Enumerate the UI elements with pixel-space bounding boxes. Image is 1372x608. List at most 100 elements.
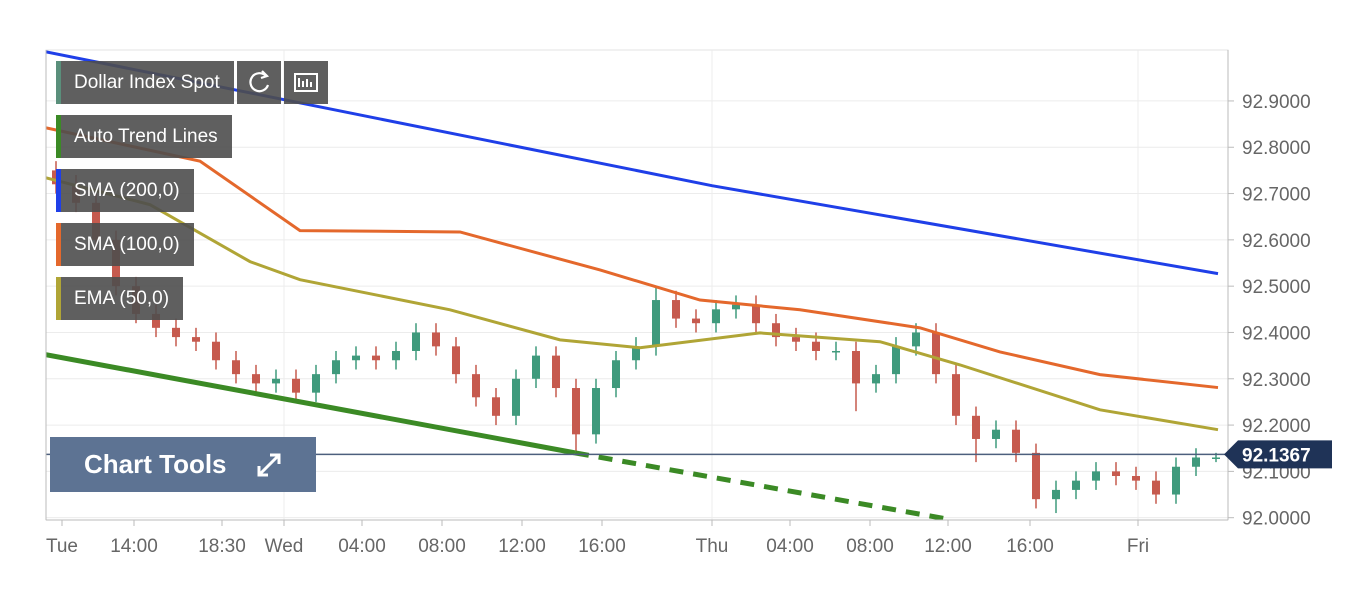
overlay-line [46, 176, 1219, 432]
candle-body [312, 374, 320, 393]
candle-body [192, 337, 200, 342]
candle-body [912, 332, 920, 347]
candle-body [1172, 466, 1180, 495]
y-tick-label: 92.3000 [1242, 370, 1311, 391]
candle-body [612, 360, 620, 389]
candle-body [1212, 457, 1220, 459]
candle-body [1152, 480, 1160, 495]
candle-body [872, 374, 880, 384]
candle-body [812, 341, 820, 351]
candle-body [672, 300, 680, 319]
x-tick-label: 12:00 [498, 536, 546, 557]
x-tick-label: 04:00 [338, 536, 386, 557]
x-tick-label: 14:00 [110, 536, 158, 557]
candle-body [752, 304, 760, 324]
x-tick-label: Wed [265, 536, 304, 557]
candle-body [372, 355, 380, 361]
candle-body [932, 332, 940, 375]
y-tick-label: 92.7000 [1242, 185, 1311, 206]
candle-body [272, 378, 280, 384]
settings-button[interactable] [283, 61, 328, 104]
candle-body [712, 309, 720, 324]
candle-body [772, 323, 780, 338]
candle-body [1132, 476, 1140, 481]
legend-text: SMA (200,0) [74, 180, 180, 201]
last-price-label: 92.1367 [1242, 445, 1311, 466]
candle-body [972, 415, 980, 439]
candle-body [892, 346, 900, 375]
candle-body [512, 378, 520, 416]
candle-body [1032, 452, 1040, 500]
candle-body [1052, 489, 1060, 500]
candle-body [792, 337, 800, 342]
candle-body [432, 332, 440, 347]
refresh-button[interactable] [236, 61, 281, 104]
legend-text: Dollar Index Spot [74, 72, 220, 93]
x-tick-label: 16:00 [1006, 536, 1054, 557]
candle-body [652, 300, 660, 347]
candle-body [352, 355, 360, 361]
legend-label: Dollar Index Spot [56, 61, 234, 104]
legend-item: SMA (100,0) [56, 223, 194, 266]
candle-body [232, 360, 240, 375]
candle-body [92, 202, 100, 240]
candle-body [552, 355, 560, 389]
legend-item: EMA (50,0) [56, 277, 184, 320]
last-price-tag [1224, 440, 1332, 469]
candle-body [592, 388, 600, 435]
legend-item: SMA (200,0) [56, 169, 194, 212]
candle-body [172, 327, 180, 338]
y-tick-label: 92.9000 [1242, 92, 1311, 113]
candle-body [292, 378, 300, 393]
x-tick-label: 08:00 [418, 536, 466, 557]
candle-body [332, 360, 340, 375]
candle-body [1012, 429, 1020, 453]
candle-body [992, 429, 1000, 439]
chart-tools-button[interactable]: Chart Tools [50, 437, 316, 492]
candle-body [1072, 480, 1080, 490]
candle-body [692, 318, 700, 324]
candle-body [472, 374, 480, 398]
legend-text: EMA (50,0) [74, 288, 170, 309]
x-tick-label: 12:00 [924, 536, 972, 557]
legend-text: SMA (100,0) [74, 234, 180, 255]
candle-body [492, 397, 500, 416]
x-tick-label: 04:00 [766, 536, 814, 557]
candle-body [212, 341, 220, 361]
legend-text: Auto Trend Lines [74, 126, 218, 147]
x-tick-label: Thu [696, 536, 729, 557]
legend-item: Dollar Index Spot [56, 61, 328, 104]
candle-body [852, 350, 860, 384]
candle-body [412, 332, 420, 351]
x-tick-label: Fri [1127, 536, 1149, 557]
x-tick-label: 16:00 [578, 536, 626, 557]
candle-body [952, 374, 960, 416]
candle-body [632, 346, 640, 361]
x-tick-label: 18:30 [198, 536, 246, 557]
x-tick-label: 08:00 [846, 536, 894, 557]
candle-body [392, 350, 400, 361]
candle-body [452, 346, 460, 375]
y-tick-label: 92.5000 [1242, 277, 1311, 298]
y-tick-label: 92.2000 [1242, 416, 1311, 437]
y-tick-label: 92.0000 [1242, 509, 1311, 530]
candle-body [532, 355, 540, 379]
button-label: Chart Tools [84, 449, 227, 479]
y-tick-label: 92.6000 [1242, 231, 1311, 252]
overlay-line [46, 126, 1219, 390]
y-tick-label: 92.4000 [1242, 323, 1311, 344]
candle-body [1092, 471, 1100, 481]
candle-body [1192, 457, 1200, 467]
candle-body [732, 304, 740, 310]
trend-projection [574, 450, 951, 520]
candle-body [252, 374, 260, 384]
legend-item: Auto Trend Lines [56, 115, 232, 158]
candle-body [832, 350, 840, 353]
y-tick-label: 92.8000 [1242, 138, 1311, 159]
candle-body [152, 313, 160, 328]
candle-body [1112, 471, 1120, 477]
x-tick-label: Tue [46, 536, 78, 557]
candle-body [572, 388, 580, 435]
overlay-line [46, 352, 576, 456]
